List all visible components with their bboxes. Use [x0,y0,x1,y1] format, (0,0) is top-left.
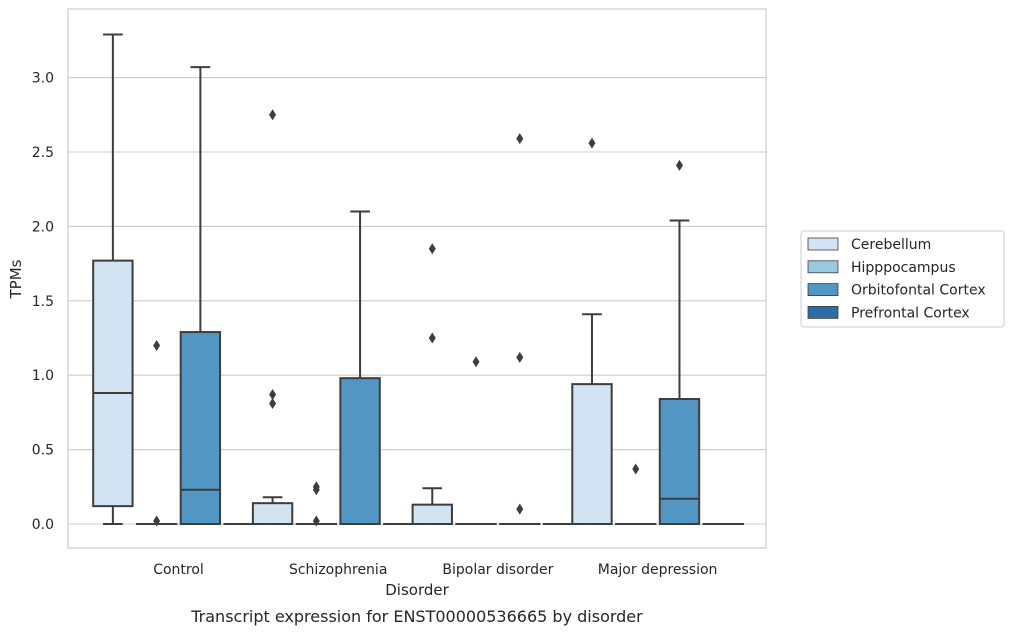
outlier-point [269,389,277,401]
box-1-4 [571,137,613,525]
x-tick-label: Schizophrenia [289,562,387,578]
plot-frame [67,8,767,549]
x-tick-label: Bipolar disorder [442,562,553,578]
chart-caption: Transcript expression for ENST0000053666… [190,607,643,626]
box-body [339,377,381,525]
outlier-point [269,397,277,409]
outlier-point [675,159,683,171]
legend: Cerebellum Hipppocampus Orbitofontal Corte… [800,230,1005,328]
box-3-2 [339,210,381,525]
legend-label: Cerebellum [851,237,931,253]
outlier-point [588,137,596,149]
y-axis-ticks: 0.0 0.5 1.0 1.5 2.0 2.5 3.0 [32,71,54,533]
y-tick-label: 3.0 [32,71,54,87]
box-2-1 [135,339,178,527]
legend-swatch [807,283,839,297]
box-2-2 [295,481,338,527]
outlier-point [516,503,524,515]
x-tick-label: Major depression [598,562,718,578]
box-body [658,398,701,525]
y-tick-label: 1.5 [32,294,54,310]
outlier-point [428,332,436,344]
outlier-point [632,463,640,475]
box-plots [92,33,744,527]
legend-label: Hipppocampus [851,260,956,276]
outlier-point [472,356,480,368]
legend-swatch [807,237,839,251]
y-tick-label: 2.0 [32,219,54,235]
y-tick-label: 2.5 [32,145,54,161]
box-3-3 [499,133,541,526]
outlier-point [516,351,524,363]
box-3-4 [658,159,701,525]
box-body [251,502,294,525]
box-body [411,503,453,526]
y-axis-title: TPMs [7,259,25,299]
outlier-point [312,481,320,493]
x-axis-title: Disorder [385,581,449,599]
outlier-point [428,243,436,255]
legend-label: Prefrontal Cortex [851,305,970,321]
outlier-point [153,339,161,351]
outlier-point [516,133,524,145]
outlier-point [269,109,277,121]
y-tick-label: 0.5 [32,443,54,459]
y-tick-label: 1.0 [32,368,54,384]
x-tick-label: Control [153,562,204,578]
box-2-3 [455,356,497,526]
box-3-1 [179,66,222,525]
legend-swatch [807,260,839,274]
y-tick-label: 0.0 [32,517,54,533]
legend-swatch [807,305,839,319]
box-body [92,259,134,508]
box-body [179,331,222,525]
box-body [571,383,613,525]
legend-frame [800,230,1005,328]
outlier-point [153,515,161,527]
legend-label: Orbitofontal Cortex [851,283,986,299]
box-2-4 [615,463,657,526]
box-1-1 [92,33,134,525]
outlier-point [312,515,320,527]
x-axis-ticks: Control Schizophrenia Bipolar disorder Majo… [153,562,717,578]
box-1-3 [411,243,453,526]
